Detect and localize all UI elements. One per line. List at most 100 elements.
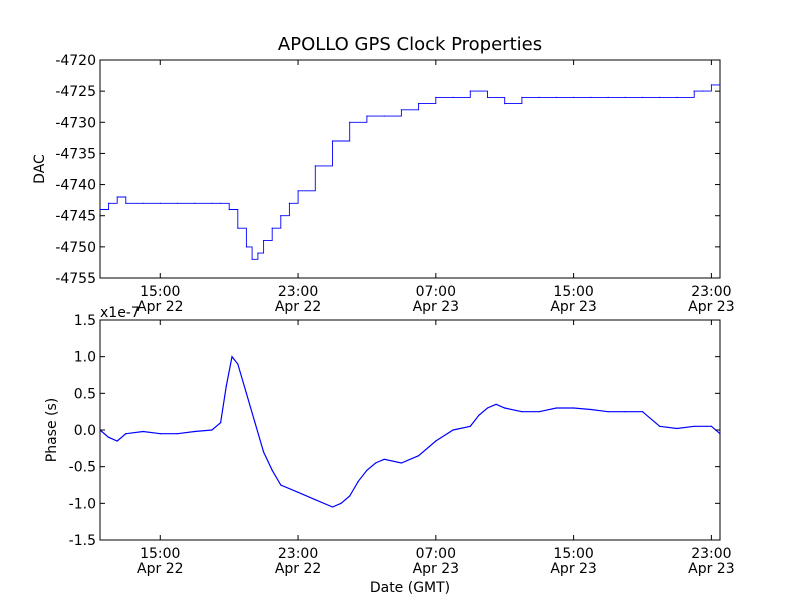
- dac-data-point: [349, 121, 351, 123]
- dac-x-tick-date: Apr 23: [413, 299, 459, 315]
- phase-y-tick-label: 1.0: [74, 350, 96, 366]
- phase-data-point: [719, 433, 721, 435]
- phase-data-point: [225, 385, 227, 387]
- phase-x-tick-date: Apr 23: [550, 561, 596, 577]
- dac-series-group: [99, 84, 721, 260]
- phase-y-ticks: 1.5 1.0 0.5 0.0 -0.5 -1.0 -1.5: [69, 313, 720, 549]
- dac-data-point: [659, 96, 661, 98]
- phase-y-tick-label: 0.0: [74, 423, 96, 439]
- dac-data-point: [573, 96, 575, 98]
- dac-data-point: [641, 96, 644, 98]
- dac-data-point: [142, 202, 144, 204]
- dac-data-point: [99, 208, 101, 211]
- dac-data-point: [383, 115, 385, 117]
- phase-x-tick-time: 07:00: [416, 546, 456, 562]
- phase-data-point: [263, 451, 265, 453]
- phase-data-point: [116, 440, 118, 442]
- phase-data-point: [710, 425, 713, 427]
- dac-data-point: [245, 246, 247, 248]
- phase-y-tick-label: -0.5: [69, 460, 96, 476]
- phase-data-point: [349, 495, 351, 497]
- dac-x-tick-time: 23:00: [278, 284, 318, 300]
- phase-data-point: [237, 363, 239, 365]
- dac-y-tick-label: -4720: [55, 53, 96, 69]
- phase-data-point: [693, 425, 695, 427]
- phase-data-point: [486, 407, 489, 409]
- dac-data-point: [400, 109, 402, 111]
- dac-data-point: [220, 202, 222, 204]
- phase-data-point: [280, 484, 282, 486]
- top-plot-area: [99, 59, 721, 279]
- dac-data-point: [521, 96, 523, 98]
- dac-data-point: [607, 96, 609, 98]
- phase-data-point: [504, 407, 506, 409]
- dac-y-tick-label: -4755: [55, 271, 96, 287]
- dac-y-tick-label: -4740: [55, 178, 96, 194]
- dac-data-point: [297, 190, 299, 192]
- phase-offset-text: x1e-7: [100, 305, 140, 321]
- phase-data-point: [607, 411, 609, 413]
- dac-data-point: [702, 90, 704, 92]
- phase-y-tick-label: -1.0: [69, 496, 96, 512]
- phase-data-point: [211, 429, 213, 431]
- dac-y-tick-label: -4750: [55, 240, 96, 256]
- dac-x-tick-date: Apr 23: [550, 299, 596, 315]
- phase-data-point: [254, 422, 256, 424]
- phase-data-point: [400, 462, 402, 464]
- phase-data-point: [142, 430, 144, 433]
- phase-data-point: [538, 411, 540, 413]
- phase-data-point: [108, 436, 110, 438]
- phase-data-point: [331, 506, 334, 508]
- dac-data-point: [624, 96, 626, 98]
- phase-data-point: [366, 469, 368, 471]
- dac-y-tick-label: -4730: [55, 115, 96, 131]
- phase-x-tick-date: Apr 22: [137, 561, 183, 577]
- dac-data-point: [108, 202, 110, 204]
- phase-x-tick-date: Apr 23: [413, 561, 459, 577]
- dac-data-point: [271, 227, 273, 229]
- dac-data-point: [366, 115, 368, 117]
- dac-data-point: [211, 202, 213, 204]
- phase-data-point: [231, 356, 233, 358]
- dac-data-point: [251, 258, 253, 260]
- dac-x-tick-date: Apr 23: [688, 299, 734, 315]
- dac-data-point: [237, 227, 239, 229]
- dac-x-tick-date: Apr 22: [275, 299, 321, 315]
- dac-data-point: [469, 90, 471, 92]
- dac-data-point: [263, 240, 265, 242]
- dac-x-tick-date: Apr 22: [137, 299, 183, 315]
- dac-data-point: [418, 103, 420, 105]
- phase-x-tick-time: 23:00: [691, 546, 731, 562]
- dac-data-point: [452, 96, 454, 98]
- phase-data-point: [297, 491, 299, 493]
- phase-x-tick-time: 15:00: [553, 546, 593, 562]
- top-panel: -4720 -4725 -4730 -4735 -4740 -4745 -4750 -4755…: [32, 53, 735, 315]
- dac-data-point: [314, 165, 316, 167]
- dac-data-point: [116, 196, 118, 198]
- dac-y-tick-label: -4735: [55, 146, 96, 162]
- dac-data-point: [590, 96, 592, 98]
- phase-y-tick-label: 1.5: [74, 313, 96, 329]
- dac-data-point: [555, 96, 558, 98]
- dac-data-point: [435, 96, 437, 98]
- dac-data-point: [504, 103, 506, 105]
- phase-data-point: [383, 458, 385, 460]
- phase-data-point: [641, 411, 644, 413]
- dac-x-tick-time: 23:00: [691, 284, 731, 300]
- phase-x-tick-date: Apr 22: [275, 561, 321, 577]
- phase-data-point: [271, 469, 273, 471]
- dac-y-axis-label: DAC: [32, 154, 48, 184]
- phase-data-point: [469, 425, 471, 427]
- phase-data-point: [452, 429, 454, 431]
- chart-title: APOLLO GPS Clock Properties: [278, 34, 542, 55]
- dac-data-point: [331, 140, 334, 142]
- dac-x-tick-time: 07:00: [416, 284, 456, 300]
- phase-x-tick-time: 15:00: [140, 546, 180, 562]
- dac-data-point: [486, 96, 489, 98]
- phase-data-point: [590, 408, 592, 411]
- dac-data-point: [176, 202, 179, 204]
- phase-data-point: [659, 425, 661, 427]
